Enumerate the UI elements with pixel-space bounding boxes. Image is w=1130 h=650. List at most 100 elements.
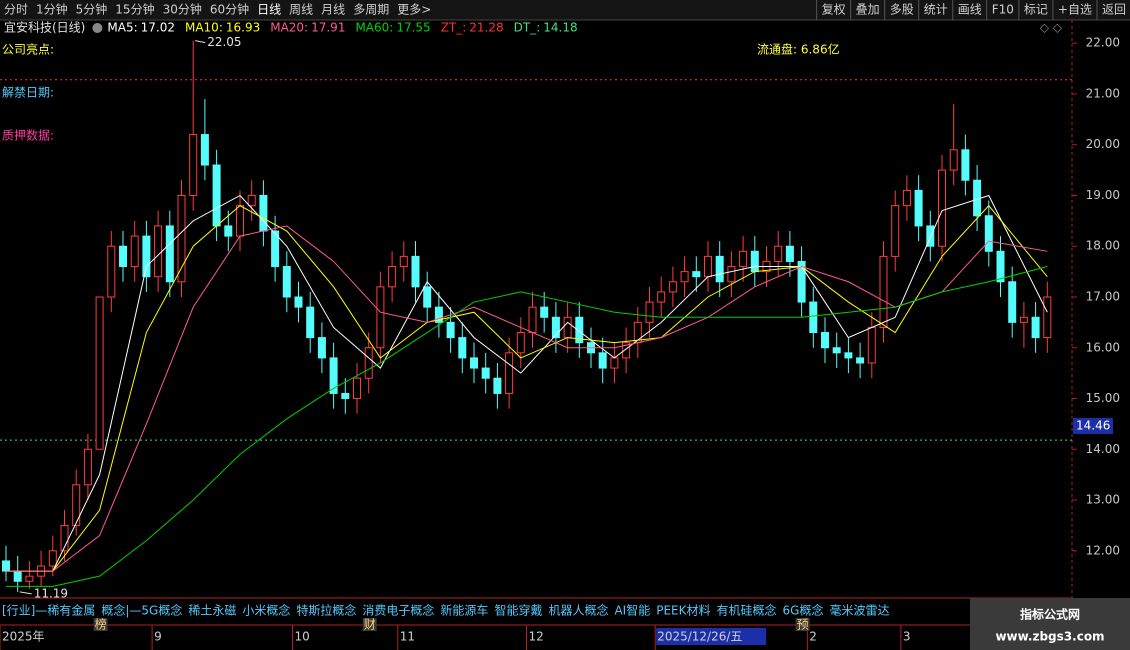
event-tag-box[interactable]	[795, 618, 810, 631]
toolbar	[0, 0, 1130, 20]
time-label: 3	[903, 630, 911, 644]
candle-body	[25, 575, 34, 582]
time-label: 12	[529, 630, 544, 644]
candle-body	[1019, 316, 1028, 323]
candle-body	[341, 392, 350, 400]
watermark-name: 指标公式网	[1020, 607, 1080, 622]
indicator-value: 17.91	[311, 21, 345, 35]
float-shares: 流通盘: 6.86亿	[757, 42, 840, 57]
indicator-value: 14.18	[543, 21, 577, 35]
stock-name: 宜安科技(日线)	[4, 20, 85, 35]
indicator-label: ZT_:	[441, 21, 467, 35]
period-tab[interactable]: 5分钟	[76, 2, 108, 17]
low-arrow	[19, 591, 32, 595]
tool-button[interactable]: 画线	[958, 3, 982, 17]
period-tab[interactable]: 多周期	[353, 3, 389, 17]
event-tag[interactable]: 财	[364, 618, 376, 632]
candle-body	[294, 296, 303, 308]
period-tab[interactable]: 30分钟	[163, 2, 202, 17]
ma-line	[6, 225, 1048, 572]
period-tab[interactable]: 15分钟	[115, 2, 154, 17]
candle-body	[563, 316, 572, 339]
ma-line	[6, 194, 1048, 572]
candle-body	[411, 255, 420, 288]
tool-button[interactable]: +自选	[1058, 3, 1092, 17]
high-annotation: 22.05	[207, 35, 241, 49]
concept: 小米概念	[242, 603, 290, 618]
concept: [行业]—稀有金属	[2, 603, 95, 618]
candle-body	[540, 306, 549, 318]
tool-button[interactable]: 标记	[1024, 3, 1048, 17]
candle-body	[551, 316, 560, 339]
candle-body	[727, 266, 736, 283]
high-arrow	[195, 40, 206, 44]
candle-body	[891, 205, 900, 257]
candle-body	[107, 245, 116, 298]
candle-body	[516, 332, 525, 354]
candle-body	[832, 347, 841, 354]
candle-body	[224, 225, 233, 237]
candle-body	[750, 250, 759, 273]
concept: 智能穿戴	[494, 603, 542, 618]
event-tag-box[interactable]	[362, 618, 377, 631]
tool-button[interactable]: 统计	[924, 3, 948, 17]
last-price: 14.46	[1076, 418, 1110, 432]
indicator-label: MA5:	[107, 21, 137, 35]
candle-body	[271, 230, 280, 268]
candle-body	[704, 255, 712, 278]
watermark-url: www.zbgs3.com	[995, 630, 1104, 644]
concept: AI智能	[614, 603, 650, 618]
candle-body	[575, 316, 584, 344]
candle-body	[961, 149, 970, 181]
candle-body	[938, 169, 946, 247]
tool-button[interactable]: 返回	[1102, 3, 1126, 17]
period-tab[interactable]: 周线	[289, 3, 313, 17]
candle-body	[879, 255, 888, 328]
event-tag-box[interactable]	[93, 618, 108, 631]
ma-line	[6, 204, 1048, 572]
candle-body	[200, 134, 209, 166]
ma-line	[6, 266, 1048, 587]
candle-body	[470, 357, 478, 369]
y-tick-label: 13.00	[1086, 493, 1120, 507]
period-tab[interactable]: 更多>	[397, 3, 431, 17]
period-tab[interactable]: 1分钟	[36, 2, 68, 17]
tool-button[interactable]: F10	[992, 3, 1014, 17]
candle-body	[353, 377, 361, 400]
time-label: 11	[400, 630, 415, 644]
candle-body	[259, 194, 268, 232]
time-label: 9	[154, 630, 162, 644]
candle-body	[72, 484, 81, 526]
tool-button[interactable]: 叠加	[856, 3, 880, 17]
candle-body	[306, 306, 315, 339]
period-tab[interactable]: 日线	[257, 3, 281, 17]
candle-body	[867, 326, 876, 364]
y-tick-label: 22.00	[1086, 36, 1120, 50]
time-label: 2025年	[2, 630, 45, 644]
candle-body	[130, 235, 139, 268]
tool-button[interactable]: 多股	[890, 3, 914, 17]
candle-body	[48, 550, 57, 567]
candle-body	[364, 347, 373, 379]
tool-button[interactable]: 复权	[822, 3, 846, 17]
candle-body	[914, 189, 923, 227]
window-icons: ◇ ◇	[1040, 21, 1063, 35]
event-tag[interactable]: 榜	[95, 617, 107, 632]
candle-body	[622, 342, 631, 359]
y-tick-label: 14.00	[1086, 442, 1120, 456]
candle-body	[668, 281, 677, 293]
period-tab[interactable]: 60分钟	[210, 2, 249, 17]
period-tab[interactable]: 月线	[321, 3, 345, 17]
candle-body	[505, 352, 514, 394]
period-tab[interactable]: 分时	[4, 3, 28, 17]
event-tag[interactable]: 预	[797, 618, 809, 632]
time-label: 2	[809, 630, 817, 644]
y-tick-label: 15.00	[1086, 391, 1120, 405]
candle-body	[645, 301, 654, 323]
settings-icon[interactable]	[92, 23, 103, 33]
y-tick-label: 21.00	[1086, 86, 1120, 100]
candle-body	[610, 357, 619, 369]
candle-body	[844, 352, 853, 359]
candle-body	[119, 245, 127, 268]
candle-body	[797, 260, 806, 303]
